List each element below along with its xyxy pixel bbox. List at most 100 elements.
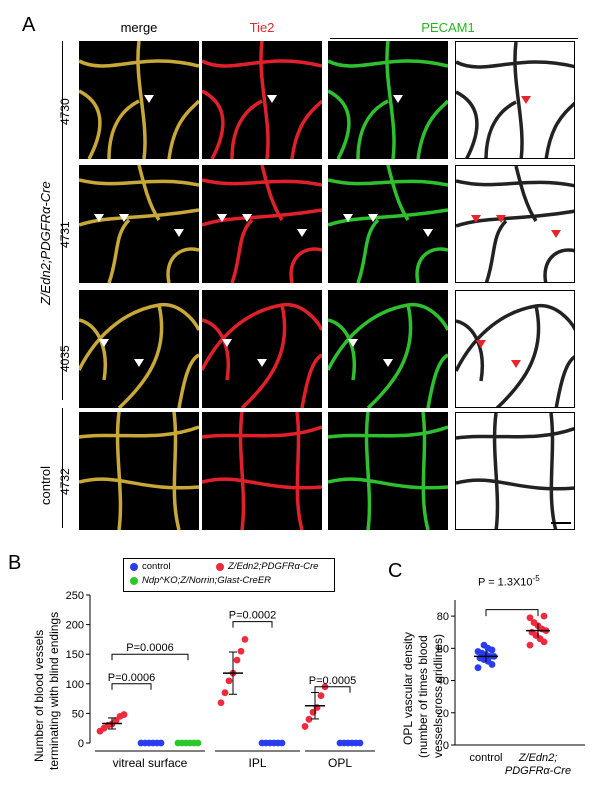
panel-b-point bbox=[241, 636, 249, 643]
legend-dot-ndp bbox=[130, 577, 138, 585]
panel-b-y-tick-label: 0 bbox=[78, 738, 84, 750]
panel-c-point bbox=[530, 619, 538, 626]
panel-b-pvalue: P=0.0002 bbox=[229, 610, 276, 622]
panel-b-y-tick-label: 200 bbox=[66, 620, 84, 632]
vessel-path bbox=[79, 165, 199, 283]
panel-c-x-label: Z/Edn2; bbox=[518, 752, 558, 764]
panel-b-pvalue: P=0.0005 bbox=[309, 675, 356, 687]
panel-c-pvalue: P = 1.3X10-5 bbox=[478, 574, 540, 589]
panel-c-x-label: control bbox=[469, 752, 502, 764]
vessel-path bbox=[202, 412, 322, 530]
vessel-path bbox=[456, 413, 574, 529]
arrowhead bbox=[423, 229, 433, 237]
col-header-pecam1: PECAM1 bbox=[421, 20, 475, 35]
legend-dot-control bbox=[130, 563, 138, 571]
vessel-path bbox=[202, 165, 322, 283]
panel-b-point bbox=[301, 723, 309, 730]
panel-b-y-tick-label: 50 bbox=[72, 708, 84, 720]
micrograph-r1-c2 bbox=[202, 41, 322, 159]
micrograph-r2-c1 bbox=[79, 165, 199, 283]
row-label-4: 4732 bbox=[58, 468, 72, 495]
panel-b-group-label: vitreal surface bbox=[113, 756, 188, 770]
panel-c-y-tick-label: 20 bbox=[437, 708, 449, 720]
arrowhead bbox=[471, 215, 481, 223]
panel-b-sig-bracket bbox=[111, 653, 189, 661]
panel-b-sig-bracket bbox=[111, 683, 152, 690]
panel-b-point bbox=[120, 711, 128, 718]
vessel-path bbox=[328, 41, 448, 159]
arrowhead bbox=[511, 360, 521, 368]
panel-b-sig-bracket bbox=[314, 686, 351, 693]
arrowhead bbox=[257, 359, 267, 367]
panel-b-y-tick-label: 250 bbox=[66, 590, 84, 602]
arrowhead bbox=[242, 214, 252, 222]
arrowhead bbox=[267, 95, 277, 103]
micrograph-r2-c2 bbox=[202, 165, 322, 283]
col-header-merge: merge bbox=[120, 20, 158, 35]
micrograph-r1-c1 bbox=[79, 41, 199, 159]
row-label-1: 4730 bbox=[58, 98, 72, 125]
legend-label-edn2: Z/Edn2;PDGFRα-Cre bbox=[228, 561, 319, 572]
arrowhead bbox=[217, 214, 227, 222]
arrowhead bbox=[496, 215, 506, 223]
panel-b-sig-bracket bbox=[232, 621, 273, 628]
vessel-path bbox=[328, 165, 448, 283]
vessel-path bbox=[79, 41, 199, 159]
panel-b-group-label: OPL bbox=[328, 756, 352, 770]
vessel-path bbox=[79, 303, 199, 408]
panel-c-pvalue-text: P = 1.3X10 bbox=[478, 576, 533, 589]
panel-c-y-tick-label: 0 bbox=[443, 740, 449, 752]
panel-b-point bbox=[217, 699, 225, 707]
panel-c-point bbox=[474, 648, 482, 655]
panel-b-point bbox=[305, 715, 313, 723]
arrowhead bbox=[134, 359, 144, 367]
panel-c-y-tick-label: 40 bbox=[437, 676, 449, 688]
arrowhead bbox=[119, 214, 129, 222]
group-label-bracket bbox=[62, 41, 63, 400]
panel-b-point bbox=[194, 739, 202, 747]
micrograph-r1-c3 bbox=[328, 41, 448, 159]
micrograph-r1-c4 bbox=[455, 41, 575, 159]
panel-b-legend: control Z/Edn2;PDGFRα-Cre Ndp^KO;Z/Norri… bbox=[123, 558, 335, 592]
panel-b-letter: B bbox=[8, 552, 22, 574]
panel-c-point bbox=[540, 612, 548, 620]
arrowhead bbox=[551, 230, 561, 238]
arrowhead bbox=[383, 359, 393, 367]
micrograph-r4-c2 bbox=[202, 412, 322, 530]
panel-a-letter: A bbox=[22, 14, 36, 36]
control-label-bracket bbox=[62, 408, 63, 528]
vessel-path bbox=[456, 42, 574, 158]
panel-b-group-label: IPL bbox=[248, 756, 266, 770]
row-label-3: 4035 bbox=[58, 345, 72, 372]
arrowhead bbox=[368, 214, 378, 222]
vessel-path bbox=[202, 303, 322, 408]
panel-c-point bbox=[528, 628, 536, 636]
panel-c-point bbox=[474, 664, 482, 672]
panel-c-pvalue-exp: -5 bbox=[532, 574, 540, 583]
panel-b-pvalue: P=0.0006 bbox=[108, 672, 155, 684]
vessel-path bbox=[328, 412, 448, 530]
vessel-path bbox=[79, 412, 199, 530]
panel-c-letter: C bbox=[388, 560, 403, 582]
vessel-path bbox=[328, 303, 448, 408]
vessel-path bbox=[456, 166, 574, 282]
arrowhead bbox=[348, 339, 358, 347]
panel-c-y-tick-label: 80 bbox=[437, 611, 449, 623]
row-label-2: 4731 bbox=[58, 221, 72, 248]
panel-b-pvalue: P=0.0006 bbox=[126, 642, 173, 654]
arrowhead bbox=[297, 229, 307, 237]
panel-b-y-tick-label: 100 bbox=[66, 679, 84, 691]
micrograph-r2-c4 bbox=[455, 165, 575, 283]
panel-b-point bbox=[233, 656, 241, 664]
vessel-path bbox=[456, 304, 574, 407]
panel-b-point bbox=[237, 647, 245, 655]
micrograph-r3-c2 bbox=[202, 290, 322, 408]
panel-b-point bbox=[278, 739, 286, 747]
panel-b-point bbox=[221, 689, 229, 697]
micrograph-r4-c3 bbox=[328, 412, 448, 530]
panel-b-point bbox=[157, 739, 165, 747]
vessel-path bbox=[202, 41, 322, 159]
micrograph-r3-c4 bbox=[455, 290, 575, 408]
arrowhead bbox=[393, 95, 403, 103]
arrowhead bbox=[476, 340, 486, 348]
